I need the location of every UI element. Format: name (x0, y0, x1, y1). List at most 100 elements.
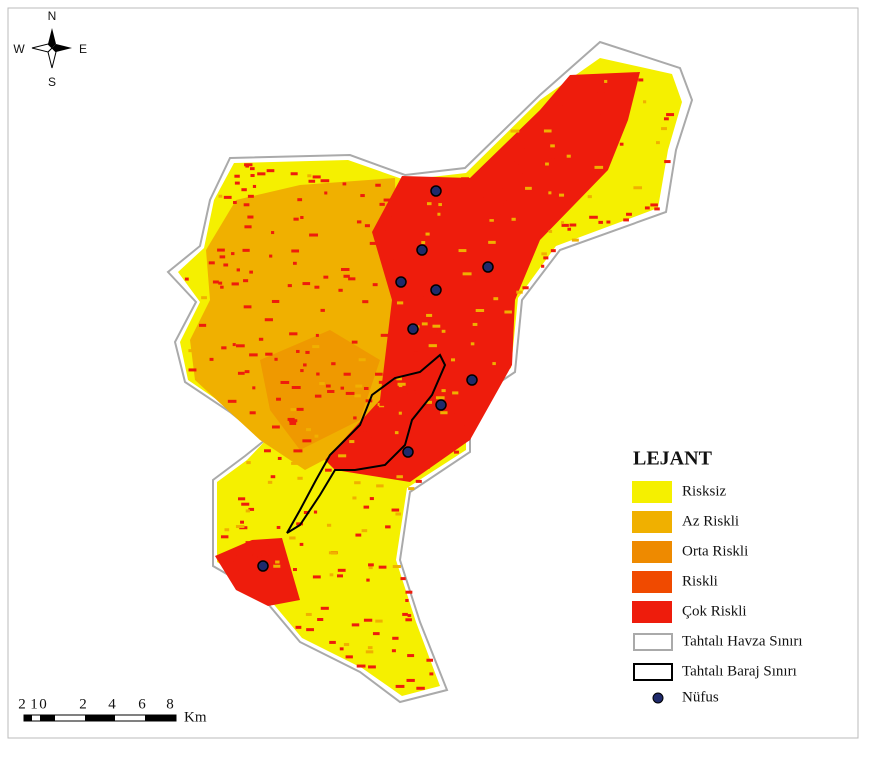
risk-speckle (394, 431, 399, 435)
risk-speckle (550, 249, 556, 253)
risk-speckle (343, 643, 350, 647)
risk-speckle (376, 484, 384, 488)
risk-speckle (270, 475, 276, 479)
risk-speckle (299, 542, 304, 546)
risk-speckle (511, 217, 516, 221)
risk-speckle (387, 348, 393, 352)
risk-speckle (411, 342, 418, 346)
risk-speckle (309, 233, 319, 237)
risk-speckle (413, 351, 417, 355)
risk-speckle (296, 349, 300, 353)
risk-speckle (392, 636, 399, 640)
risk-speckle (261, 552, 269, 556)
risk-speckle (317, 618, 324, 621)
risk-speckle (369, 497, 374, 501)
risk-speckle (302, 282, 311, 286)
risk-speckle (400, 208, 407, 212)
risk-speckle (600, 153, 607, 157)
risk-speckle (188, 368, 197, 372)
risk-speckle (561, 223, 569, 227)
risk-speckle (247, 215, 254, 219)
risk-speckle (300, 369, 304, 373)
risk-speckle (548, 229, 553, 233)
risk-speckle (398, 411, 402, 415)
risk-speckle (414, 387, 419, 391)
legend-swatch (632, 511, 672, 533)
risk-speckle (407, 614, 412, 618)
risk-speckle (654, 207, 660, 211)
risk-speckle (386, 259, 394, 263)
risk-speckle (234, 174, 240, 178)
risk-speckle (441, 389, 446, 393)
risk-speckle (310, 290, 314, 294)
risk-speckle (364, 224, 370, 228)
risk-speckle (405, 598, 409, 602)
risk-speckle (319, 382, 325, 386)
risk-speckle (244, 163, 253, 167)
risk-speckle (276, 397, 281, 401)
risk-speckle (426, 465, 430, 469)
risk-speckle (375, 619, 383, 623)
risk-speckle (368, 566, 373, 570)
risk-speckle (655, 141, 660, 145)
risk-speckle (478, 197, 484, 201)
risk-speckle (329, 573, 334, 577)
risk-speckle (396, 377, 402, 381)
legend-swatch (633, 663, 673, 681)
risk-speckle (234, 181, 240, 185)
risk-speckle (437, 212, 441, 216)
risk-speckle (300, 215, 304, 219)
risk-speckle (587, 195, 592, 199)
risk-speckle (355, 318, 362, 322)
risk-speckle (402, 341, 408, 345)
risk-speckle (282, 271, 288, 275)
risk-speckle (372, 632, 380, 636)
risk-speckle (464, 437, 470, 441)
compass-label: N (48, 9, 57, 23)
risk-speckle (570, 190, 580, 194)
risk-speckle (314, 394, 322, 398)
risk-speckle (212, 280, 219, 284)
scale-label: 1 (30, 696, 38, 712)
risk-speckle (218, 281, 223, 285)
risk-speckle (302, 439, 312, 443)
scale-bar-segment (24, 715, 32, 721)
risk-speckle (343, 372, 351, 376)
risk-speckle (553, 180, 558, 184)
risk-speckle (396, 400, 401, 404)
risk-speckle (238, 497, 246, 501)
risk-speckle (293, 449, 303, 453)
risk-speckle (500, 278, 505, 282)
risk-speckle (522, 286, 529, 290)
risk-speckle (369, 241, 378, 245)
risk-speckle (604, 79, 608, 83)
risk-speckle (312, 345, 320, 349)
risk-speckle (353, 416, 357, 420)
risk-speckle (327, 389, 335, 393)
risk-speckle (475, 309, 485, 313)
risk-speckle (551, 158, 555, 162)
risk-speckle (405, 618, 412, 622)
risk-speckle (416, 686, 425, 690)
risk-high-sw (215, 538, 300, 606)
risk-speckle (290, 172, 298, 176)
risk-speckle (267, 480, 273, 484)
risk-speckle (267, 284, 277, 288)
risk-speckle (320, 606, 329, 610)
risk-speckle (354, 481, 361, 485)
risk-speckle (325, 468, 332, 472)
risk-speckle (274, 357, 278, 361)
risk-speckles (184, 75, 675, 690)
risk-speckle (379, 202, 385, 206)
risk-speckle (412, 293, 419, 297)
risk-speckle (290, 408, 297, 412)
risk-speckle (345, 391, 355, 395)
risk-speckle (244, 370, 250, 374)
risk-speckle (393, 308, 397, 312)
risk-speckle (343, 274, 350, 278)
risk-speckle (385, 525, 391, 529)
risk-speckle (244, 225, 252, 229)
risk-speckle (314, 285, 320, 289)
risk-speckle (493, 155, 500, 159)
risk-speckle (295, 625, 302, 629)
